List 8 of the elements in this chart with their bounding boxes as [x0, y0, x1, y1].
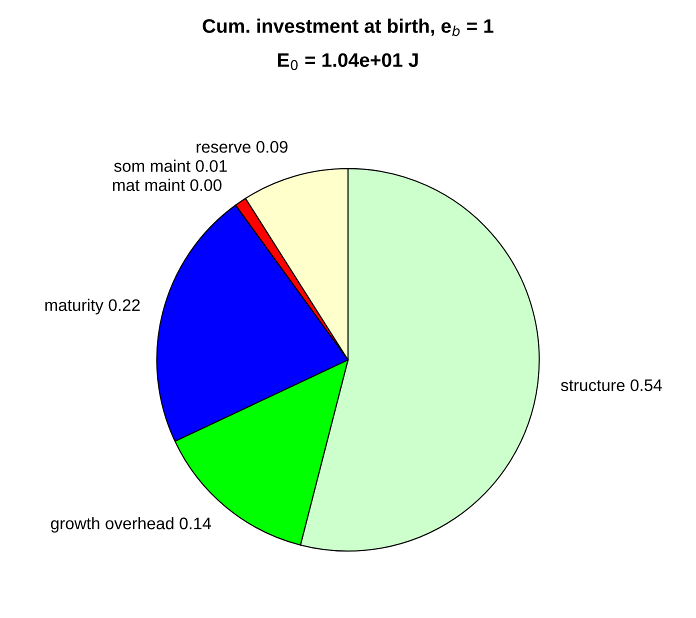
slice-label: som maint 0.01	[114, 160, 227, 172]
slice-label: maturity 0.22	[45, 298, 140, 314]
slice-label: reserve 0.09	[196, 140, 288, 153]
category-label: mat maint 0.00	[112, 178, 222, 192]
chart-subtitle: E$_{0}$ = 1.04e+01 J	[278, 53, 418, 70]
slice-label: growth overhead 0.14	[50, 517, 212, 533]
slice-label: structure 0.54	[560, 379, 662, 392]
chart-title: Cum. investment at birth, e$_{b}$ = 1	[202, 18, 494, 36]
